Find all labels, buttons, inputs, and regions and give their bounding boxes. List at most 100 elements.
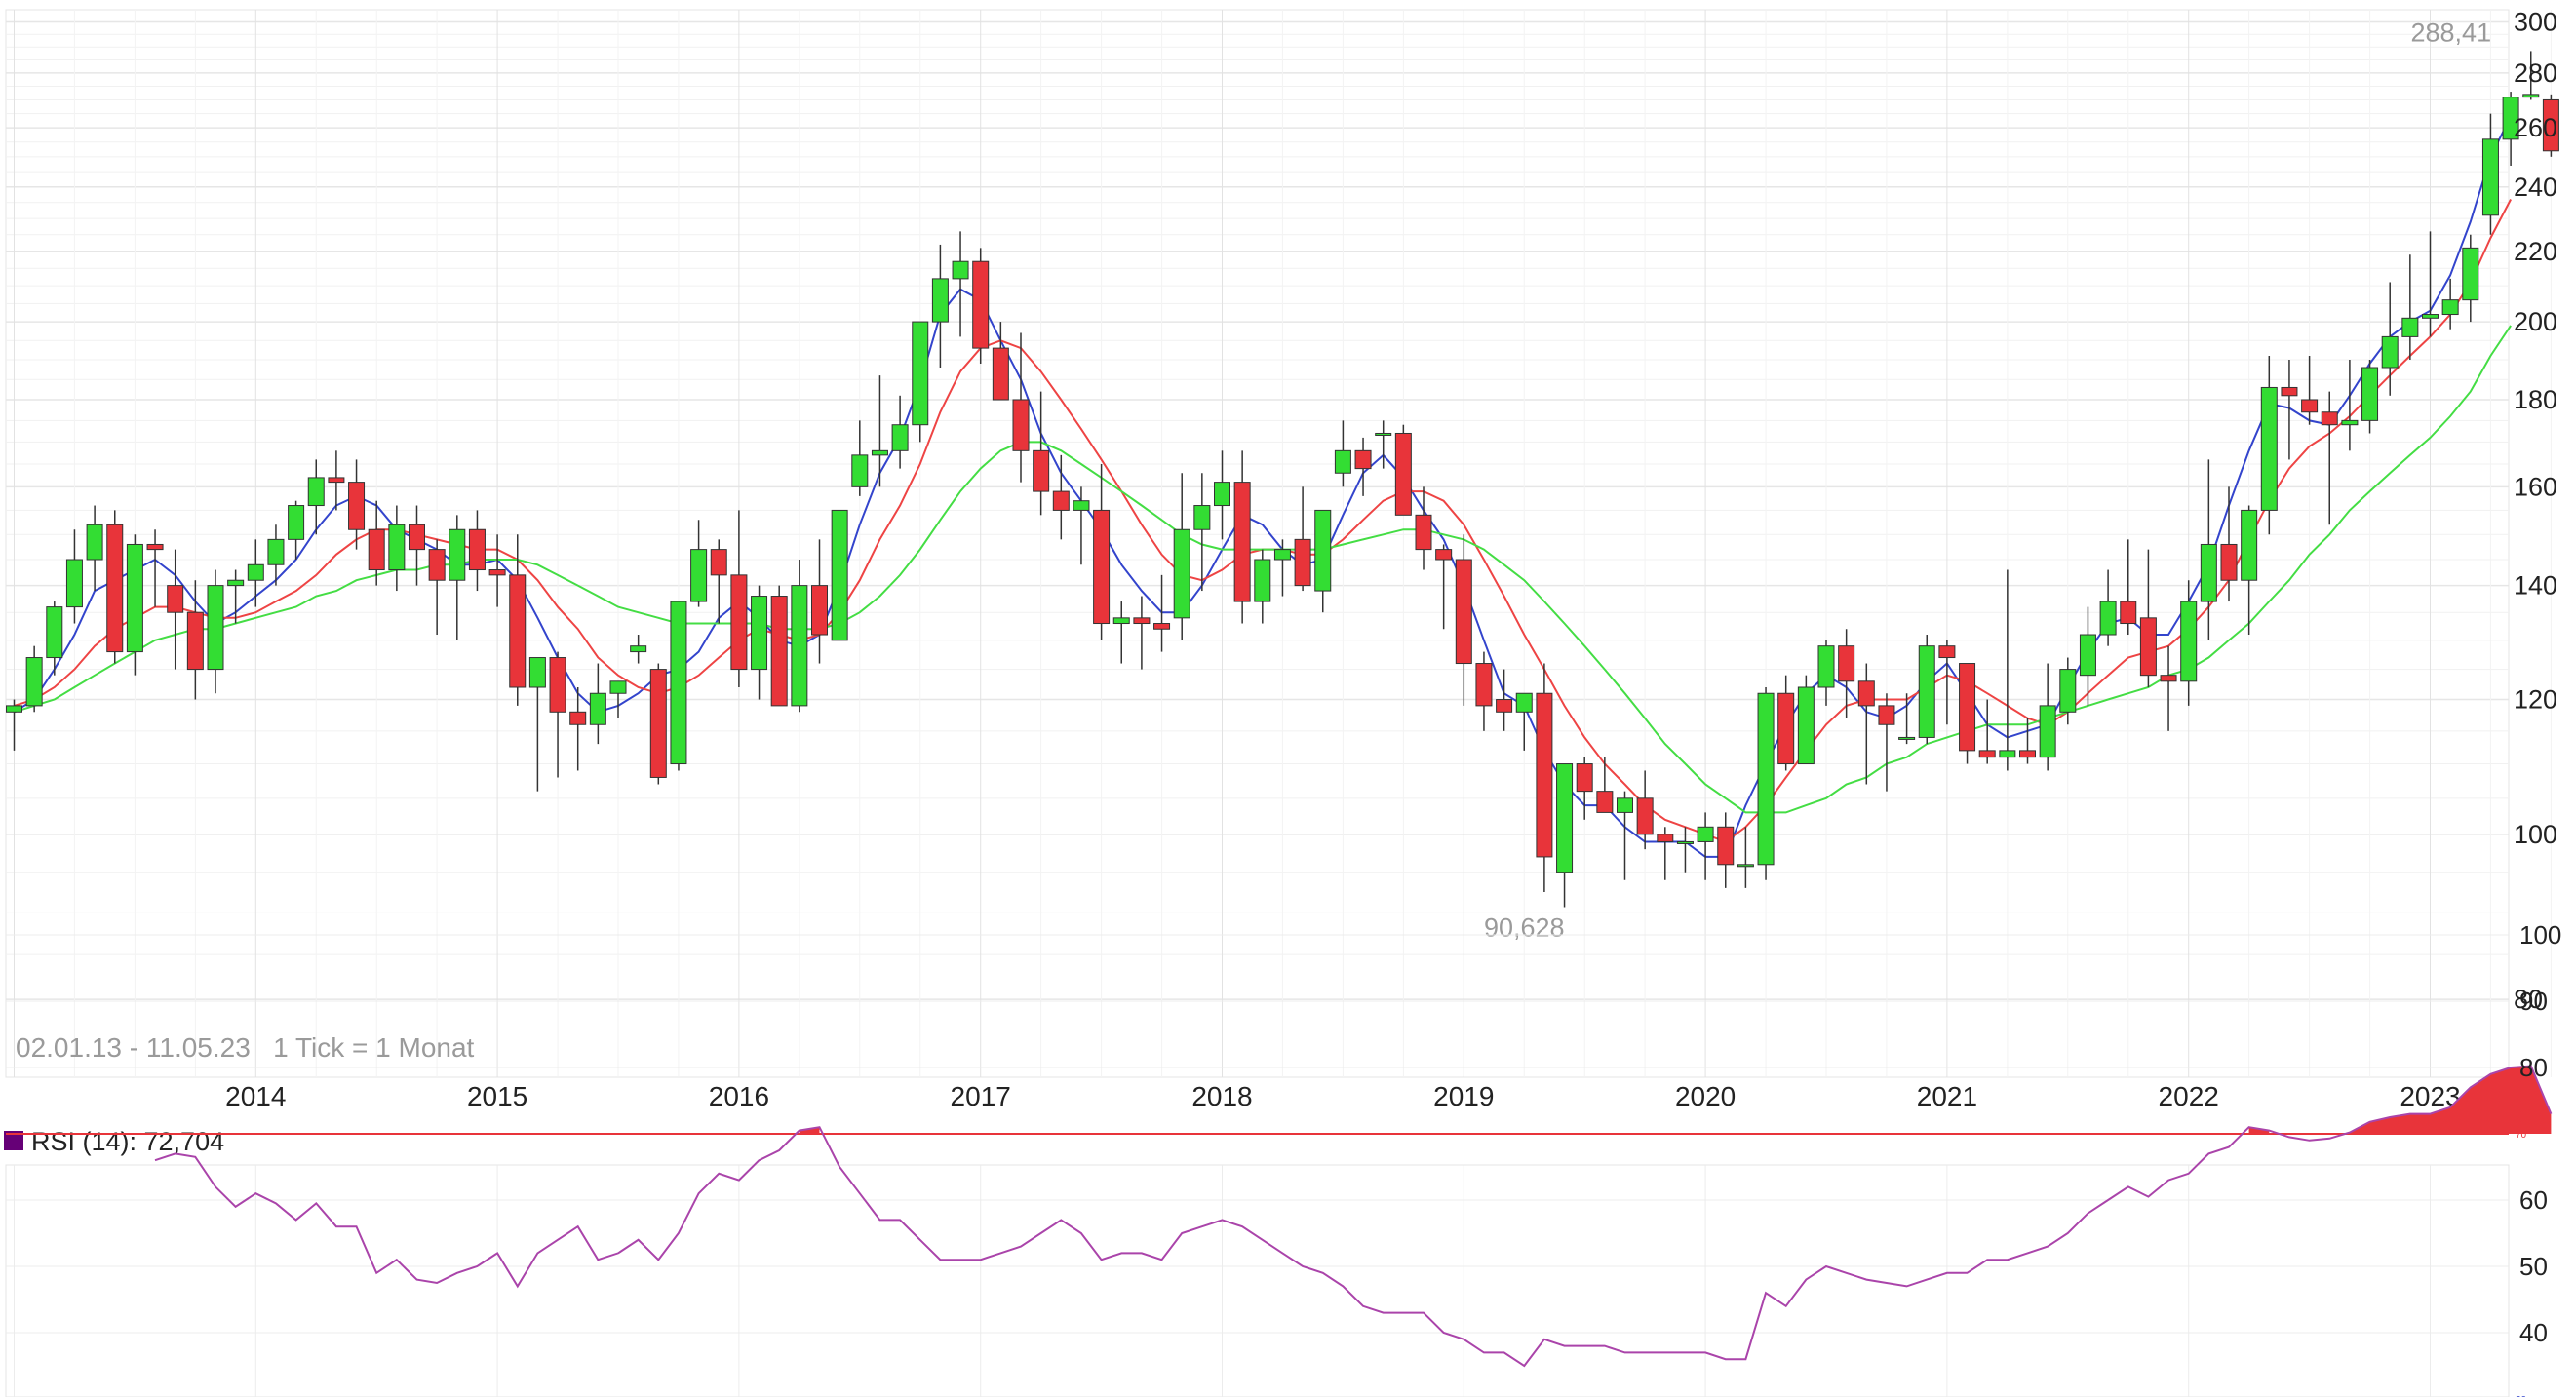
candle-body: [247, 563, 264, 581]
candle-2020-06: [1797, 675, 1815, 765]
candle-2020-10: [1878, 693, 1895, 792]
date-range-info: 02.01.13 - 11.05.23 1 Tick = 1 Monat: [16, 1032, 475, 1063]
candle-body: [207, 585, 224, 671]
candle-2017-02: [992, 322, 1009, 401]
rsi-y-tick-label: 80: [2519, 1053, 2548, 1082]
candle-body: [1012, 399, 1030, 451]
candle-2017-09: [1133, 596, 1151, 670]
candle-2018-06: [1314, 509, 1332, 613]
candle-body: [1636, 797, 1654, 835]
candle-body: [2039, 705, 2056, 758]
candle-body: [770, 596, 788, 707]
candle-body: [1273, 549, 1291, 561]
candle-body: [992, 347, 1009, 401]
candle-body: [1657, 834, 1674, 842]
candle-body: [649, 669, 667, 778]
candle-body: [1394, 432, 1412, 516]
candle-body: [288, 505, 305, 540]
candle-2016-02: [751, 585, 768, 700]
candle-2022-12: [2401, 254, 2419, 360]
candle-2016-04: [791, 560, 808, 713]
candle-2013-03: [46, 601, 63, 676]
candle-body: [1999, 750, 2016, 758]
candle-2018-07: [1334, 420, 1351, 487]
candle-2017-12: [1193, 473, 1211, 592]
rsi-header: RSI (14): 72,704: [4, 1127, 224, 1156]
candle-2017-05: [1052, 454, 1070, 540]
candle-body: [1576, 763, 1593, 793]
candle-2019-11: [1657, 827, 1674, 880]
candle-body: [2200, 543, 2217, 602]
candle-2019-06: [1556, 763, 1574, 908]
candle-2022-09: [2341, 359, 2359, 451]
y-tick-label: 140: [2514, 571, 2557, 601]
candle-2014-05: [328, 450, 345, 511]
y-tick-label: 220: [2514, 237, 2557, 266]
main-chart-axes: 80 100 120 140 160 180 200 220 240 260 280 300 2014 2…: [225, 8, 2557, 1111]
x-tick-label: 2022: [2159, 1081, 2219, 1111]
candle-body: [2422, 314, 2439, 319]
candle-body: [1153, 623, 1171, 630]
candle-2016-11: [931, 244, 949, 369]
candle-2021-06: [2039, 663, 2056, 771]
x-tick-label: 2017: [951, 1081, 1011, 1111]
candle-2019-02: [1475, 651, 1493, 731]
candle-body: [1898, 736, 1916, 740]
candle-body: [912, 321, 929, 426]
main-chart-annotations: 288,41 90,628 02.01.13 - 11.05.23 1 Tick…: [16, 18, 2491, 1063]
candle-2023-06: [2522, 51, 2540, 100]
candle-body: [972, 260, 990, 349]
candle-2016-09: [891, 395, 909, 469]
candle-body: [25, 657, 43, 707]
candle-body: [952, 260, 969, 280]
candle-2017-01: [972, 248, 990, 364]
candle-body: [2502, 97, 2519, 140]
candle-2021-04: [1999, 569, 2016, 771]
candle-2014-02: [267, 524, 285, 586]
candle-body: [1093, 509, 1111, 625]
candle-2021-01: [1938, 640, 1956, 725]
candle-body: [1475, 663, 1493, 707]
x-tick-label: 2016: [709, 1081, 769, 1111]
candle-2023-07: [2542, 94, 2559, 157]
candle-body: [851, 454, 869, 487]
candle-2013-09: [167, 549, 184, 670]
candle-body: [1073, 500, 1090, 511]
candle-2016-05: [811, 539, 828, 664]
candle-2021-11: [2139, 549, 2157, 688]
candle-2022-04: [2241, 505, 2258, 636]
candle-2021-10: [2120, 539, 2137, 636]
x-tick-label: 2014: [225, 1081, 286, 1111]
candle-body: [2441, 299, 2459, 316]
candle-body: [2401, 317, 2419, 337]
x-tick-label: 2020: [1675, 1081, 1736, 1111]
candle-body: [1757, 692, 1775, 866]
candle-body: [2481, 138, 2499, 216]
candle-body: [791, 585, 808, 707]
candle-2014-10: [428, 539, 446, 636]
candle-body: [1536, 692, 1553, 858]
candle-body: [690, 549, 708, 602]
candle-2015-11: [690, 520, 708, 607]
y-tick-label: 300: [2514, 8, 2557, 37]
candle-2015-12: [710, 539, 727, 624]
candle-body: [1455, 559, 1472, 665]
rsi-title: RSI (14): 72,704: [31, 1127, 224, 1156]
candle-body: [549, 657, 566, 713]
candle-body: [1334, 449, 1351, 474]
candle-body: [146, 543, 164, 551]
candle-2023-02: [2441, 278, 2459, 330]
candle-body: [167, 585, 184, 613]
candle-body: [2542, 98, 2559, 152]
candle-body: [891, 424, 909, 451]
candle-body: [307, 477, 325, 507]
candle-body: [1052, 490, 1070, 511]
candle-2013-11: [207, 569, 224, 694]
candle-2020-02: [1717, 812, 1735, 888]
candle-body: [871, 449, 888, 456]
candle-body: [2341, 419, 2359, 426]
candle-body: [811, 585, 828, 636]
candle-body: [1777, 692, 1795, 765]
candle-body: [1556, 763, 1574, 873]
candle-body: [2019, 750, 2036, 758]
